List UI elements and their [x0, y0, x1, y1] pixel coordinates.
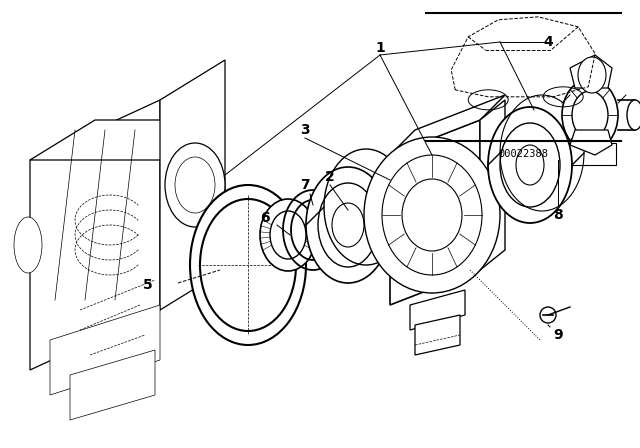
Polygon shape — [30, 100, 160, 370]
Ellipse shape — [332, 203, 364, 247]
Polygon shape — [415, 315, 460, 355]
Polygon shape — [410, 290, 465, 330]
Polygon shape — [30, 120, 225, 160]
FancyBboxPatch shape — [431, 143, 616, 165]
Ellipse shape — [500, 123, 560, 207]
Ellipse shape — [165, 143, 225, 227]
Ellipse shape — [318, 183, 378, 267]
Ellipse shape — [270, 211, 306, 259]
Polygon shape — [390, 95, 505, 155]
Ellipse shape — [260, 199, 316, 271]
Polygon shape — [570, 55, 612, 88]
Ellipse shape — [364, 137, 500, 293]
Text: 6: 6 — [260, 211, 270, 225]
Ellipse shape — [562, 79, 618, 151]
Ellipse shape — [540, 307, 556, 323]
Text: 7: 7 — [300, 178, 310, 192]
Text: 5: 5 — [143, 278, 153, 292]
Text: 2: 2 — [325, 170, 335, 184]
Ellipse shape — [572, 91, 608, 139]
Ellipse shape — [516, 145, 544, 185]
Polygon shape — [70, 350, 155, 420]
Ellipse shape — [627, 100, 640, 130]
Ellipse shape — [190, 185, 306, 345]
Polygon shape — [160, 60, 225, 310]
Text: 3: 3 — [300, 123, 310, 137]
Text: 4: 4 — [543, 35, 553, 49]
Ellipse shape — [200, 199, 296, 331]
Polygon shape — [480, 100, 505, 270]
Ellipse shape — [175, 157, 215, 213]
Polygon shape — [390, 120, 480, 305]
Ellipse shape — [382, 155, 482, 275]
Ellipse shape — [14, 217, 42, 273]
Ellipse shape — [488, 107, 572, 223]
Text: 8: 8 — [553, 208, 563, 222]
Text: 00022388: 00022388 — [498, 149, 548, 159]
Polygon shape — [570, 130, 612, 155]
Ellipse shape — [578, 57, 606, 93]
Text: 9: 9 — [553, 328, 563, 342]
Ellipse shape — [402, 179, 462, 251]
Polygon shape — [50, 305, 160, 395]
Ellipse shape — [306, 167, 390, 283]
Text: 1: 1 — [375, 41, 385, 55]
